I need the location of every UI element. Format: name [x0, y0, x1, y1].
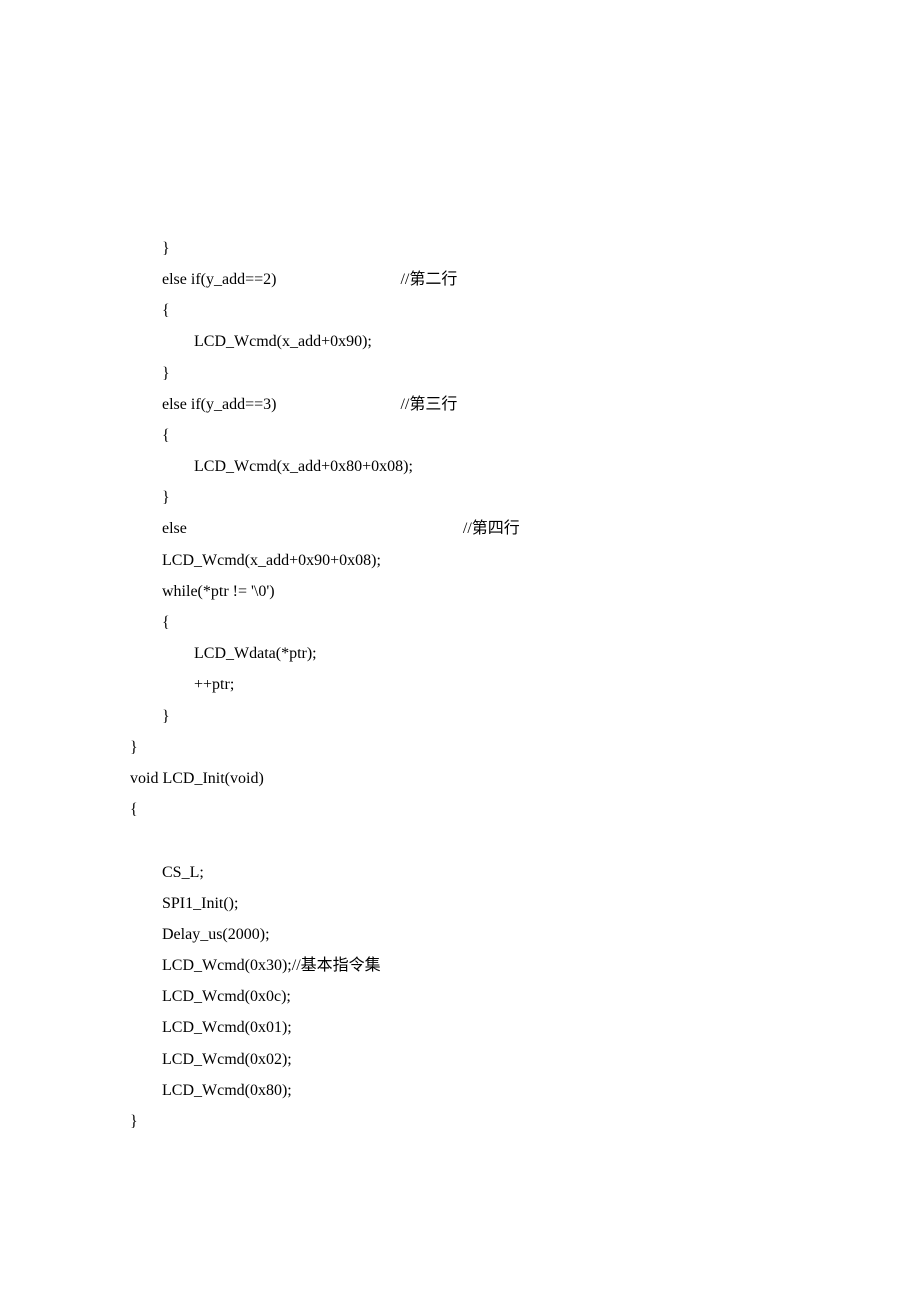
code-line: LCD_Wcmd(0x0c);: [130, 988, 291, 1005]
code-line: LCD_Wcmd(x_add+0x90);: [130, 333, 372, 350]
code-line: LCD_Wcmd(0x02);: [130, 1051, 292, 1068]
code-line: while(*ptr != '\0'): [130, 583, 275, 600]
code-line: {: [130, 801, 138, 818]
code-line: LCD_Wcmd(0x01);: [130, 1019, 292, 1036]
code-line: else if(y_add==3) //第三行: [130, 396, 457, 413]
code-line: }: [130, 489, 170, 506]
code-line: Delay_us(2000);: [130, 926, 270, 943]
code-line: void LCD_Init(void): [130, 770, 264, 787]
code-line: LCD_Wcmd(x_add+0x80+0x08);: [130, 458, 413, 475]
code-block: } else if(y_add==2) //第二行 { LCD_Wcmd(x_a…: [130, 233, 790, 1137]
code-line: LCD_Wdata(*ptr);: [130, 645, 317, 662]
code-line: }: [130, 739, 138, 756]
code-line: SPI1_Init();: [130, 895, 238, 912]
code-line: {: [130, 614, 170, 631]
code-line: {: [130, 427, 170, 444]
code-line: else //第四行: [130, 520, 520, 537]
code-line: ++ptr;: [130, 676, 234, 693]
code-line: }: [130, 708, 170, 725]
code-line: CS_L;: [130, 864, 204, 881]
code-line: }: [130, 1113, 138, 1130]
code-line: }: [130, 365, 170, 382]
code-line: }: [130, 240, 170, 257]
code-line: {: [130, 302, 170, 319]
code-line: LCD_Wcmd(x_add+0x90+0x08);: [130, 552, 381, 569]
code-line: else if(y_add==2) //第二行: [130, 271, 457, 288]
code-line: LCD_Wcmd(0x30);//基本指令集: [130, 957, 381, 974]
code-line: LCD_Wcmd(0x80);: [130, 1082, 292, 1099]
